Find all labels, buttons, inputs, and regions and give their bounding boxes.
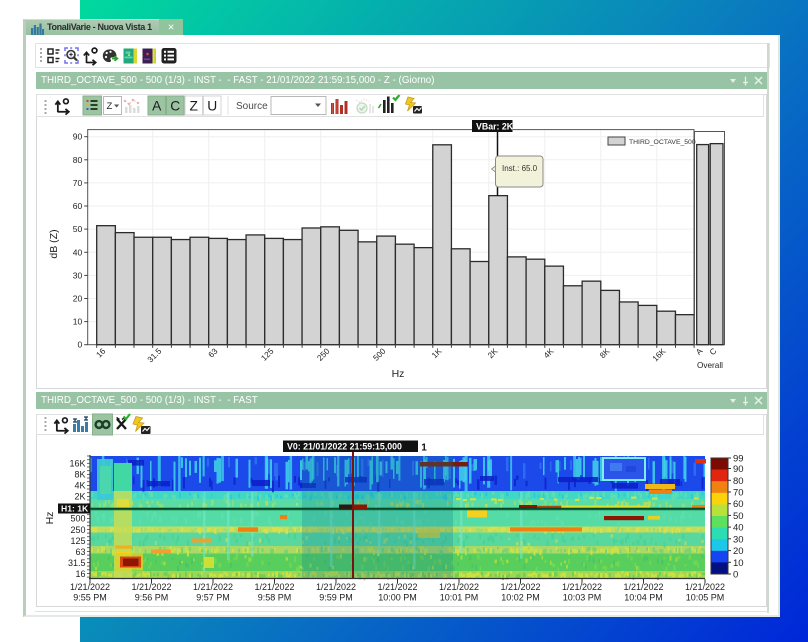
- svg-text:Z: Z: [189, 99, 197, 114]
- svg-text:VBar: 2K: VBar: 2K: [476, 122, 514, 132]
- svg-text:20: 20: [73, 294, 83, 304]
- svg-text:H1: 1K: H1: 1K: [61, 504, 89, 514]
- svg-text:dB (Z): dB (Z): [48, 229, 60, 258]
- svg-text:1/21/2022: 1/21/2022: [439, 582, 479, 592]
- svg-text:9:56 PM: 9:56 PM: [135, 593, 169, 603]
- svg-text:1/21/2022: 1/21/2022: [377, 582, 417, 592]
- svg-text:10:03 PM: 10:03 PM: [563, 593, 602, 603]
- svg-text:20: 20: [733, 546, 744, 557]
- svg-text:1/21/2022: 1/21/2022: [70, 582, 110, 592]
- svg-text:U: U: [207, 99, 217, 114]
- svg-text:Z: Z: [107, 101, 113, 112]
- svg-text:50: 50: [733, 511, 744, 522]
- svg-text:1/21/2022: 1/21/2022: [254, 582, 294, 592]
- svg-text:1/21/2022: 1/21/2022: [131, 582, 171, 592]
- svg-text:THIRD_OCTAVE_500: THIRD_OCTAVE_500: [629, 139, 696, 146]
- svg-text:8K: 8K: [74, 470, 85, 480]
- svg-text:50: 50: [73, 224, 83, 234]
- svg-text:0: 0: [733, 570, 738, 581]
- svg-text:1/21/2022: 1/21/2022: [562, 582, 602, 592]
- svg-text:63: 63: [75, 547, 85, 557]
- svg-text:30: 30: [733, 534, 744, 545]
- svg-text:1/21/2022: 1/21/2022: [316, 582, 356, 592]
- svg-text:70: 70: [73, 178, 83, 188]
- svg-text:1/21/2022: 1/21/2022: [685, 582, 725, 592]
- svg-text:30: 30: [73, 270, 83, 280]
- svg-text:Hz: Hz: [392, 368, 405, 380]
- svg-text:A: A: [152, 99, 162, 114]
- svg-text:0: 0: [77, 340, 82, 350]
- svg-text:A: A: [694, 346, 705, 357]
- svg-text:1/21/2022: 1/21/2022: [500, 582, 540, 592]
- svg-text:80: 80: [733, 476, 744, 487]
- svg-text:10: 10: [733, 558, 744, 569]
- svg-text:C: C: [170, 99, 180, 114]
- svg-text:Overall: Overall: [697, 361, 723, 370]
- svg-text:16K: 16K: [69, 459, 85, 469]
- svg-text:9:55 PM: 9:55 PM: [73, 593, 107, 603]
- svg-text:Hz: Hz: [44, 512, 56, 525]
- svg-text:90: 90: [73, 132, 83, 142]
- svg-text:10:04 PM: 10:04 PM: [624, 593, 663, 603]
- svg-text:60: 60: [73, 201, 83, 211]
- svg-text:2K: 2K: [74, 492, 85, 502]
- svg-text:10:01 PM: 10:01 PM: [440, 593, 479, 603]
- svg-text:70: 70: [733, 488, 744, 499]
- svg-text:31.5: 31.5: [68, 558, 86, 568]
- svg-text:C: C: [708, 346, 719, 357]
- svg-text:90: 90: [733, 464, 744, 475]
- svg-text:1: 1: [421, 442, 427, 453]
- svg-text:9:57 PM: 9:57 PM: [196, 593, 230, 603]
- svg-text:40: 40: [73, 247, 83, 257]
- svg-text:V0: 21/01/2022 21:59:15,000: V0: 21/01/2022 21:59:15,000: [287, 442, 402, 452]
- svg-text:4K: 4K: [74, 481, 85, 491]
- svg-text:500: 500: [70, 514, 85, 524]
- svg-text:9:58 PM: 9:58 PM: [258, 593, 292, 603]
- svg-text:60: 60: [733, 499, 744, 510]
- svg-text:40: 40: [733, 523, 744, 534]
- svg-text:10:05 PM: 10:05 PM: [686, 593, 725, 603]
- svg-text:125: 125: [70, 536, 85, 546]
- svg-text:1/21/2022: 1/21/2022: [193, 582, 233, 592]
- svg-text:250: 250: [70, 525, 85, 535]
- svg-text:10: 10: [73, 317, 83, 327]
- svg-text:80: 80: [73, 155, 83, 165]
- svg-text:1/21/2022: 1/21/2022: [623, 582, 663, 592]
- svg-text:Inst.: 65.0: Inst.: 65.0: [502, 164, 538, 173]
- svg-text:99: 99: [733, 454, 744, 465]
- svg-text:10:02 PM: 10:02 PM: [501, 593, 540, 603]
- svg-text:16: 16: [75, 569, 85, 579]
- svg-text:Source: Source: [236, 101, 268, 112]
- svg-text:10:00 PM: 10:00 PM: [378, 593, 417, 603]
- svg-text:9:59 PM: 9:59 PM: [319, 593, 353, 603]
